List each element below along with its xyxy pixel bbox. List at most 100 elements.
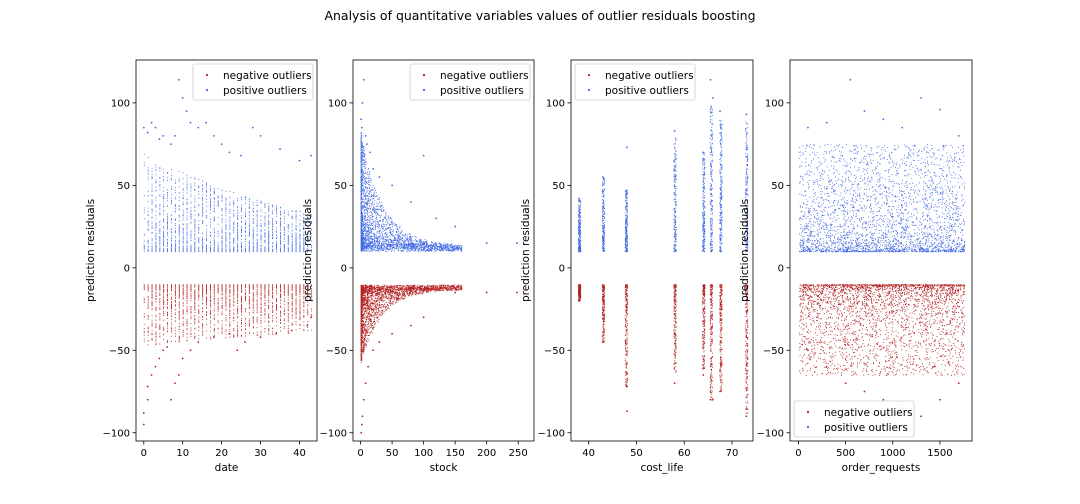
- x-tick-label: 150: [446, 448, 465, 459]
- positive-outlier-point: [197, 126, 200, 129]
- positive-cloud: [360, 132, 463, 253]
- negative-outlier-point: [625, 410, 628, 413]
- x-tick-label: 0: [795, 448, 801, 459]
- negative-outlier-point: [957, 382, 960, 385]
- positive-outlier-point: [863, 110, 866, 113]
- point-cloud: [798, 78, 966, 418]
- negative-outlier-point: [454, 291, 457, 294]
- positive-outlier-point: [378, 176, 381, 179]
- subplot-4: 0 500 1000 1500 −100 −50 0 50 100 order_requests p…: [739, 59, 973, 474]
- subplot-3: 40 50 60 70 −100 −50 0 50 100 cost_life prediction…: [520, 59, 754, 474]
- y-tick-label: −100: [757, 428, 784, 439]
- negative-outlier-point: [360, 431, 363, 434]
- legend-box: [574, 63, 696, 101]
- legend-marker: [587, 73, 591, 77]
- positive-outlier-point: [170, 143, 172, 146]
- axes-frame: [135, 59, 318, 442]
- legend-entry: positive outliers: [223, 85, 307, 97]
- x-tick-label: 0: [141, 448, 147, 459]
- positive-outlier-point: [177, 78, 180, 81]
- positive-outlier-point: [364, 134, 367, 137]
- positive-outlier-point: [361, 101, 364, 104]
- negative-outlier-point: [181, 357, 184, 360]
- y-axis-label: prediction residuals: [739, 199, 751, 302]
- y-tick-label: 50: [771, 181, 784, 192]
- negative-outlier-point: [367, 365, 370, 368]
- positive-outlier-point: [205, 121, 207, 124]
- positive-outlier-point: [719, 110, 721, 113]
- negative-outlier-point: [158, 357, 161, 360]
- positive-outlier-point: [362, 78, 365, 81]
- positive-outlier-point: [882, 118, 885, 121]
- negative-cloud: [360, 284, 463, 364]
- negative-outlier-point: [236, 349, 239, 352]
- negative-outlier-point: [170, 398, 172, 401]
- positive-outlier-point: [251, 126, 254, 129]
- y-tick-label: −100: [103, 428, 130, 439]
- negative-outlier-point: [625, 385, 628, 388]
- y-tick-label: 0: [341, 263, 347, 274]
- negative-outlier-point: [150, 374, 153, 376]
- legend-entry: negative outliers: [223, 70, 312, 82]
- y-axis-label: prediction residuals: [85, 199, 97, 302]
- subplot-1: 0 10 20 30 40 −100 −50 0 50 100 date prediction res…: [85, 59, 318, 474]
- negative-cloud: [798, 284, 966, 376]
- negative-outlier-point: [306, 324, 309, 327]
- positive-outlier-point: [939, 108, 941, 111]
- positive-outlier-point: [228, 151, 231, 154]
- y-tick-label: −100: [320, 428, 347, 439]
- point-cloud: [360, 78, 518, 434]
- negative-outlier-point: [391, 332, 394, 335]
- legend: negative outliers positive outliers: [574, 63, 696, 101]
- positive-outlier-point: [711, 97, 714, 99]
- x-tick-label: 50: [630, 448, 643, 459]
- legend-box: [409, 63, 531, 101]
- positive-outlier-point: [849, 78, 852, 81]
- positive-outlier-point: [365, 143, 368, 146]
- positive-outlier-point: [360, 126, 363, 129]
- y-axis-label: prediction residuals: [302, 199, 314, 302]
- negative-outlier-point: [189, 349, 192, 352]
- negative-outlier-point: [259, 336, 262, 338]
- y-tick-label: −50: [326, 346, 347, 357]
- positive-outlier-point: [181, 97, 184, 99]
- x-tick-label: 40: [582, 448, 595, 459]
- negative-outlier-point: [719, 390, 721, 393]
- x-tick-label: 250: [509, 448, 528, 459]
- point-cloud: [142, 78, 313, 426]
- legend: negative outliers positive outliers: [793, 400, 915, 438]
- positive-outlier-point: [142, 126, 145, 129]
- positive-outlier-point: [516, 242, 518, 244]
- negative-outlier-point: [920, 415, 922, 418]
- negative-outlier-point: [372, 349, 375, 352]
- y-tick-label: −100: [538, 428, 565, 439]
- positive-outlier-point: [189, 121, 192, 124]
- x-tick-label: 500: [836, 448, 855, 459]
- legend-marker: [806, 425, 810, 429]
- legend-entry: negative outliers: [605, 70, 694, 82]
- x-axis-label: stock: [430, 462, 459, 474]
- y-tick-label: −50: [544, 346, 565, 357]
- negative-outlier-point: [290, 329, 293, 332]
- negative-outlier-point: [197, 341, 200, 343]
- legend-box: [793, 400, 915, 438]
- negative-outlier-point: [360, 423, 363, 426]
- x-tick-label: 60: [678, 448, 691, 459]
- x-tick-label: 10: [176, 448, 189, 459]
- x-tick-label: 100: [414, 448, 433, 459]
- x-tick-label: 20: [215, 448, 228, 459]
- legend-marker: [587, 88, 591, 92]
- positive-outlier-point: [158, 138, 161, 141]
- negative-outlier-point: [709, 398, 712, 401]
- negative-outlier-point: [702, 374, 705, 376]
- negative-outlier-point: [863, 390, 866, 393]
- negative-outlier-point: [711, 398, 714, 401]
- negative-outlier-point: [602, 341, 604, 343]
- negative-outlier-point: [244, 341, 246, 343]
- positive-outlier-point: [625, 146, 628, 149]
- x-tick-label: 40: [293, 448, 306, 459]
- positive-outlier-point: [391, 184, 394, 187]
- negative-outlier-point: [844, 382, 847, 385]
- legend: negative outliers positive outliers: [192, 63, 314, 101]
